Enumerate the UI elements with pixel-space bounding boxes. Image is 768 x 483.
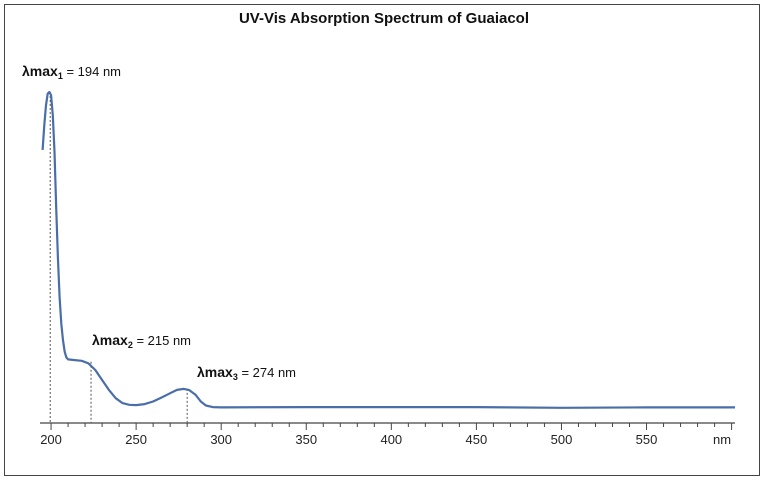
x-tick-label: 450 <box>466 432 488 447</box>
peak-annotation: λmax2 = 215 nm <box>92 332 191 350</box>
x-tick-label: 300 <box>210 432 232 447</box>
x-axis: 200 250 300 350 400 450 500 550 <box>40 422 735 447</box>
x-tick-label: 500 <box>551 432 573 447</box>
x-tick-label: 550 <box>636 432 658 447</box>
x-tick-label: 350 <box>295 432 317 447</box>
peak-annotation: λmax3 = 274 nm <box>197 364 296 382</box>
x-tick-label: 200 <box>40 432 62 447</box>
annotations: λmax1 = 194 nm λmax2 = 215 nm λmax3 = 274 … <box>22 63 296 423</box>
chart-frame <box>4 4 760 476</box>
spectrum-line <box>41 90 735 409</box>
x-tick-label: 250 <box>125 432 147 447</box>
x-tick-label: 400 <box>380 432 402 447</box>
chart-title: UV-Vis Absorption Spectrum of Guaiacol <box>239 10 529 27</box>
x-axis-unit-label: nm <box>713 432 731 447</box>
peak-annotation: λmax1 = 194 nm <box>22 63 121 81</box>
